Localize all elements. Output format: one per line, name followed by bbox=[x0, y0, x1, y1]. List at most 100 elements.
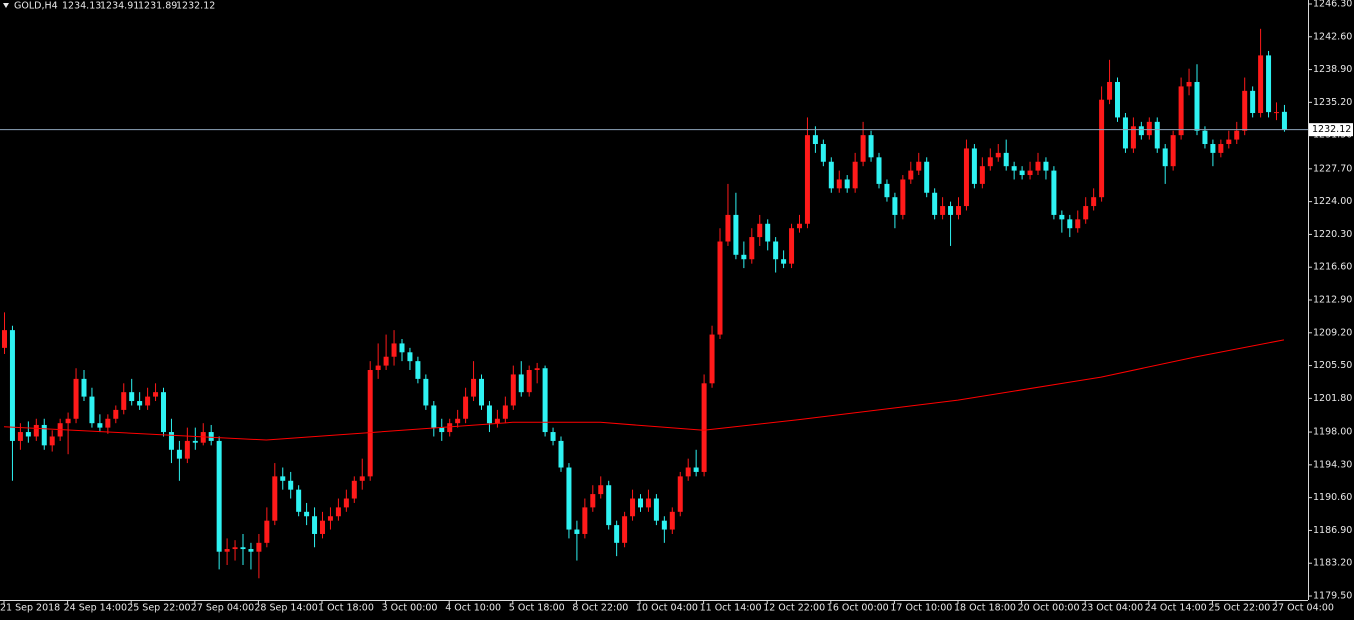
ohlc-open: 1234.13 bbox=[62, 1, 101, 12]
current-price-label: 1232.12 bbox=[1312, 124, 1351, 135]
candle-body bbox=[248, 549, 254, 552]
x-tick-label: 28 Sep 14:00 bbox=[254, 603, 317, 614]
candle-body bbox=[884, 183, 890, 198]
candle-body bbox=[622, 516, 628, 543]
ohlc-close: 1232.12 bbox=[176, 1, 215, 12]
y-tick-label: 1209.20 bbox=[1313, 327, 1352, 338]
candle-body bbox=[908, 170, 914, 180]
candle-body bbox=[574, 529, 580, 534]
candle-body bbox=[192, 440, 198, 443]
x-tick-label: 18 Oct 18:00 bbox=[954, 603, 1016, 614]
candle-body bbox=[33, 424, 39, 437]
x-tick-label: 25 Oct 22:00 bbox=[1208, 603, 1270, 614]
candle-body bbox=[288, 480, 294, 490]
x-tick-label: 20 Oct 00:00 bbox=[1018, 603, 1080, 614]
candle-body bbox=[431, 405, 437, 428]
candle-body bbox=[844, 179, 850, 189]
candle-body bbox=[121, 392, 127, 410]
candle-body bbox=[1019, 170, 1025, 176]
candle-body bbox=[312, 516, 318, 534]
candle-body bbox=[701, 383, 707, 472]
candle-body bbox=[455, 418, 461, 424]
candle-body bbox=[1043, 161, 1049, 171]
candle-body bbox=[1194, 81, 1200, 131]
moving-average bbox=[3, 339, 1285, 441]
candle-body bbox=[272, 476, 278, 521]
candle-body bbox=[383, 356, 389, 366]
candle-body bbox=[280, 476, 286, 481]
candle-body bbox=[471, 378, 477, 397]
candle-body bbox=[749, 237, 755, 260]
candle-body bbox=[335, 507, 341, 517]
candle-body bbox=[65, 418, 71, 424]
candle-body bbox=[1258, 55, 1264, 113]
candle-body bbox=[1250, 90, 1256, 113]
x-tick-label: 27 Oct 04:00 bbox=[1272, 603, 1334, 614]
candle-body bbox=[1146, 121, 1152, 136]
candle-body bbox=[932, 192, 938, 215]
candle-body bbox=[1178, 86, 1184, 136]
candle-body bbox=[2, 330, 7, 348]
candle-body bbox=[685, 467, 691, 477]
candle-body bbox=[1067, 219, 1073, 229]
candle-body bbox=[1266, 55, 1272, 113]
current-price-box bbox=[1309, 123, 1353, 137]
candle-body bbox=[407, 352, 413, 362]
candle-body bbox=[995, 152, 1001, 158]
candle-body bbox=[590, 494, 596, 508]
candle-body bbox=[320, 520, 325, 534]
candle-body bbox=[677, 476, 683, 512]
candle-body bbox=[1138, 126, 1144, 136]
candle-body bbox=[638, 498, 643, 508]
candle-body bbox=[1107, 81, 1113, 100]
y-tick-label: 1205.50 bbox=[1313, 360, 1352, 371]
candle-body bbox=[630, 498, 636, 517]
candle-body bbox=[661, 520, 667, 530]
x-tick-label: 21 Sep 2018 bbox=[0, 603, 60, 614]
candle-body bbox=[224, 549, 230, 552]
candle-body bbox=[1083, 206, 1089, 220]
candle-body bbox=[797, 223, 802, 229]
candle-body bbox=[1170, 135, 1176, 167]
x-tick-label: 5 Oct 18:00 bbox=[509, 603, 565, 614]
candle-body bbox=[773, 241, 779, 260]
candle-body bbox=[852, 161, 858, 189]
candle-body bbox=[463, 396, 469, 419]
candle-body bbox=[137, 401, 143, 406]
candle-body bbox=[606, 485, 612, 526]
candle-body bbox=[558, 440, 564, 468]
candle-body bbox=[987, 157, 993, 167]
candle-body bbox=[1075, 219, 1081, 229]
candle-body bbox=[184, 440, 190, 459]
candle-body bbox=[963, 148, 969, 207]
candle-body bbox=[1035, 161, 1041, 171]
candle-body bbox=[812, 135, 818, 145]
candle-body bbox=[828, 161, 834, 189]
candle-body bbox=[534, 368, 540, 371]
x-tick-label: 3 Oct 00:00 bbox=[382, 603, 438, 614]
candle-body bbox=[232, 547, 238, 550]
candle-body bbox=[161, 392, 166, 433]
candle-body bbox=[304, 511, 310, 517]
candle-body bbox=[256, 542, 262, 552]
candle-body bbox=[892, 197, 898, 215]
candle-body bbox=[296, 489, 302, 512]
candle-body bbox=[1218, 144, 1224, 153]
candle-body bbox=[1122, 117, 1128, 149]
candle-body bbox=[1210, 144, 1216, 153]
candle-body bbox=[598, 485, 604, 495]
candle-body bbox=[1003, 152, 1009, 167]
candle-body bbox=[479, 378, 484, 406]
candle-body bbox=[582, 507, 588, 534]
candle-body bbox=[566, 467, 572, 530]
candle-body bbox=[1234, 130, 1240, 140]
candle-body bbox=[1202, 130, 1208, 145]
y-tick-label: 1235.20 bbox=[1313, 97, 1352, 108]
candle-body bbox=[971, 148, 977, 184]
candle-body bbox=[717, 241, 723, 335]
candle-body bbox=[733, 214, 739, 255]
candle-body bbox=[1051, 170, 1057, 215]
candle-body bbox=[367, 370, 373, 477]
candle-body bbox=[693, 467, 699, 472]
x-tick-label: 8 Oct 22:00 bbox=[572, 603, 628, 614]
